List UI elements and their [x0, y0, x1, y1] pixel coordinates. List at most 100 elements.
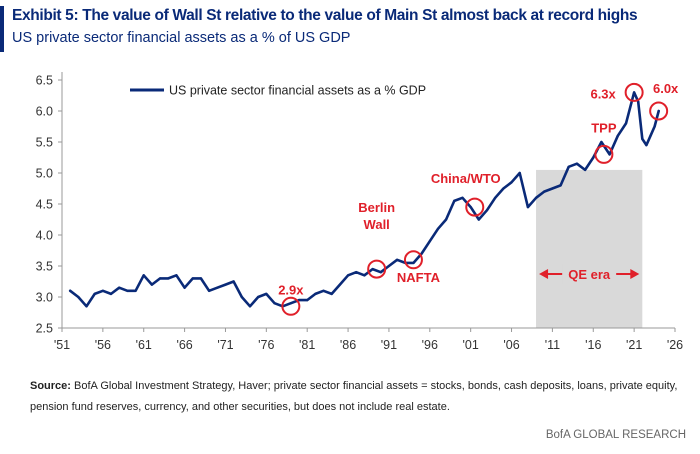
- data-point: [150, 283, 153, 286]
- data-point: [306, 299, 309, 302]
- y-tick-label: 5.0: [36, 167, 53, 181]
- x-tick-label: '81: [299, 338, 315, 352]
- annotation-label-line: Wall: [364, 217, 390, 232]
- data-point: [273, 302, 276, 305]
- x-tick-label: '51: [54, 338, 70, 352]
- data-point: [624, 122, 628, 125]
- qe-era-label: QE era: [568, 267, 611, 282]
- data-point: [159, 277, 162, 280]
- source-text: BofA Global Investment Strategy, Haver; …: [30, 380, 678, 413]
- annotation-label-line: Berlin: [358, 200, 395, 215]
- x-tick-label: '91: [381, 338, 397, 352]
- x-tick-label: '71: [217, 338, 233, 352]
- data-point: [322, 289, 325, 292]
- source-label: Source:: [30, 380, 71, 392]
- data-point: [510, 181, 513, 184]
- data-point: [494, 196, 497, 199]
- data-point: [469, 206, 472, 209]
- data-point: [93, 292, 96, 295]
- annotation-marker: [281, 296, 301, 316]
- data-point: [600, 140, 603, 144]
- x-tick-label: '26: [667, 338, 683, 352]
- series-line-0: [68, 91, 660, 308]
- data-point: [85, 305, 88, 308]
- qe-era-shaded-region: [536, 169, 643, 328]
- data-point: [477, 218, 480, 221]
- data-point: [77, 295, 80, 299]
- data-point: [387, 264, 390, 268]
- y-tick-label: 3.5: [36, 260, 53, 274]
- y-tick-label: 4.0: [36, 229, 53, 243]
- data-point: [453, 199, 456, 202]
- data-point: [248, 305, 252, 308]
- data-point: [584, 168, 587, 171]
- x-tick-label: '61: [136, 338, 152, 352]
- data-point: [289, 302, 292, 305]
- x-tick-label: '11: [545, 338, 560, 352]
- data-point: [461, 196, 464, 199]
- data-point: [199, 277, 202, 280]
- qe-era-arrow-left-head: [539, 269, 549, 279]
- data-point: [330, 292, 333, 295]
- data-point: [363, 274, 366, 277]
- data-point: [232, 280, 235, 283]
- x-tick-label: '96: [422, 338, 438, 352]
- data-point: [396, 258, 399, 261]
- data-point: [428, 240, 431, 243]
- data-point: [191, 277, 194, 280]
- data-point: [518, 171, 521, 175]
- data-point: [616, 134, 619, 137]
- data-point: [551, 187, 554, 190]
- data-point: [69, 289, 72, 292]
- qe-era-label-bg: [562, 264, 617, 284]
- data-point: [109, 292, 113, 295]
- data-point: [338, 283, 341, 286]
- data-point: [371, 268, 374, 271]
- data-point: [101, 289, 104, 292]
- exhibit-title: Exhibit 5: The value of Wall St relative…: [12, 7, 638, 24]
- annotation-label: China/WTO: [431, 171, 501, 186]
- annotation-label: TPP: [591, 120, 617, 135]
- data-point: [633, 91, 636, 94]
- data-point: [641, 137, 644, 140]
- data-point: [535, 196, 538, 199]
- y-tick-label: 3.0: [36, 291, 53, 305]
- data-point: [645, 144, 648, 147]
- data-point: [257, 295, 260, 299]
- data-point: [224, 283, 227, 286]
- y-tick-label: 4.5: [36, 198, 53, 212]
- x-tick-label: '21: [626, 338, 642, 352]
- annotation-label: NAFTA: [397, 270, 441, 285]
- data-point: [485, 209, 489, 212]
- y-tick-label: 6.0: [36, 105, 53, 119]
- data-point: [653, 125, 656, 128]
- data-point: [502, 187, 505, 190]
- data-point: [347, 274, 350, 277]
- source-note: Source: BofA Global Investment Strategy,…: [30, 376, 685, 418]
- annotation-marker: [465, 197, 485, 217]
- y-tick-label: 6.5: [36, 74, 53, 88]
- data-point: [543, 190, 546, 193]
- legend-label: US private sector financial assets as a …: [169, 84, 426, 98]
- data-point: [175, 274, 178, 277]
- data-point: [657, 109, 660, 113]
- data-point: [314, 292, 317, 295]
- data-point: [167, 277, 170, 280]
- x-tick-label: '06: [503, 338, 519, 352]
- title-accent-bar: [0, 6, 4, 52]
- data-point: [208, 289, 211, 292]
- line-chart: 2.5 3.0 3.5 4.0 4.5 5.0 5.5 6.0 6.5 '51 '56 '61 '66 '…: [36, 72, 683, 352]
- x-tick-label: '16: [585, 338, 601, 352]
- data-point: [445, 218, 448, 221]
- y-tick-label: 5.5: [36, 136, 53, 150]
- data-point: [649, 134, 652, 137]
- data-point: [216, 286, 219, 289]
- annotation-marker: [624, 82, 644, 102]
- data-point: [559, 184, 562, 187]
- annotation-label: 6.0x: [653, 81, 679, 96]
- x-tick-label: '01: [463, 338, 479, 352]
- data-point: [355, 271, 358, 274]
- annotation-marker: [594, 144, 614, 164]
- data-point: [526, 206, 530, 209]
- exhibit-subtitle: US private sector financial assets as a …: [12, 30, 351, 46]
